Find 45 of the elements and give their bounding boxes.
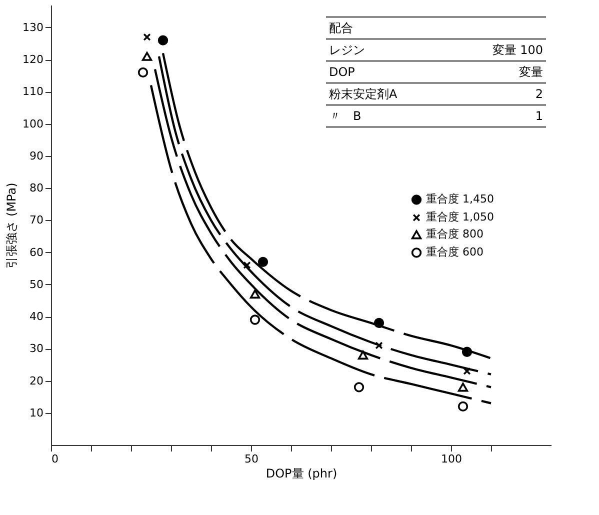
- y-tick-label: 100: [22, 117, 44, 130]
- point: [463, 367, 471, 375]
- legend-label: 重合度 800: [426, 228, 484, 241]
- point: [358, 350, 368, 360]
- y-axis-title: 引張強さ (MPa): [4, 182, 19, 268]
- x-axis-title: DOP量 (phr): [266, 466, 338, 480]
- y-tick-label: 20: [30, 374, 44, 388]
- annotation: DOP: [329, 65, 355, 79]
- y-tick-label: 80: [30, 182, 44, 195]
- x-tick-label: 50: [244, 452, 258, 466]
- point: [258, 256, 268, 268]
- y-tick-label: 90: [30, 149, 44, 162]
- point: [243, 261, 251, 269]
- point: [158, 35, 168, 46]
- annotation: 2: [535, 87, 543, 101]
- y-tick-label: 60: [30, 246, 44, 259]
- point: [138, 67, 148, 78]
- annotation: 変量 100: [492, 43, 543, 57]
- y-tick-label: 120: [22, 53, 44, 66]
- annotation: 配合: [329, 21, 353, 35]
- point: [143, 33, 151, 41]
- legend-label: 重合度 1,050: [426, 210, 494, 224]
- y-tick-label: 130: [22, 20, 44, 34]
- y-tick-label: 30: [30, 342, 44, 356]
- point: [375, 342, 383, 350]
- point: [354, 382, 364, 392]
- annotation: 1: [535, 109, 543, 123]
- point: [458, 401, 468, 412]
- legend-label: 重合度 1,450: [426, 192, 494, 206]
- point: [250, 290, 260, 299]
- annotation: レジン: [329, 43, 365, 57]
- x-tick-label: 0: [52, 452, 58, 466]
- y-tick-label: 70: [30, 214, 44, 227]
- x-tick-label: 100: [441, 452, 462, 466]
- annotation: 変量: [519, 65, 543, 79]
- annotation: 粉末安定剤A: [329, 87, 398, 101]
- y-tick-label: 10: [30, 406, 44, 420]
- point: [458, 382, 468, 392]
- point: [250, 314, 260, 325]
- y-tick-label: 110: [22, 85, 44, 98]
- y-tick-label: 40: [30, 310, 44, 324]
- point: [142, 52, 152, 61]
- annotation: 〃 B: [329, 109, 362, 123]
- y-tick-label: 50: [30, 278, 44, 291]
- legend-label: 重合度 600: [426, 246, 484, 259]
